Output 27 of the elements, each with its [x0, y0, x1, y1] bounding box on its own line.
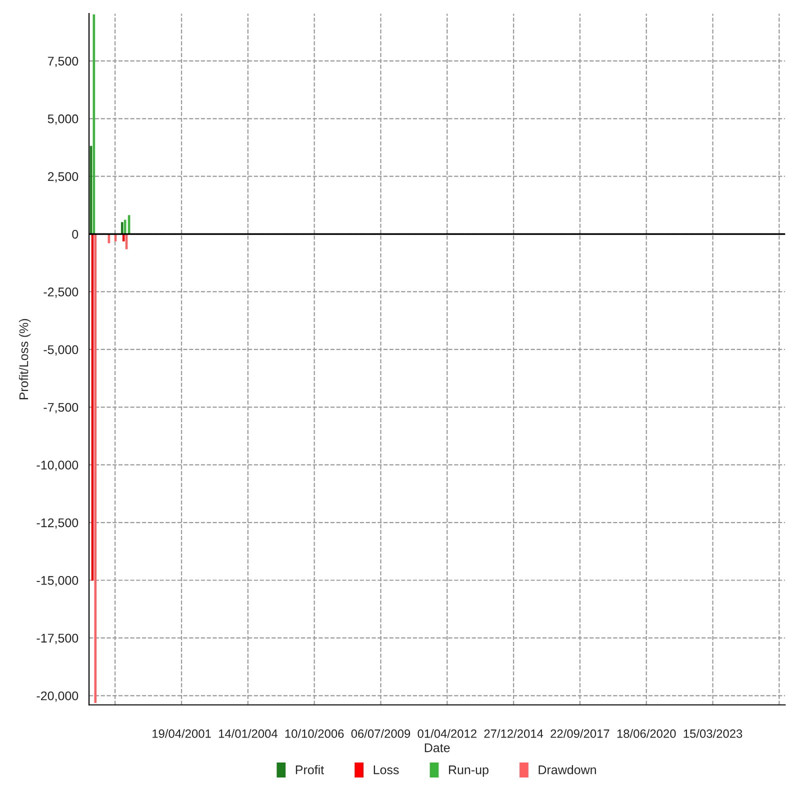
y-tick-label: -15,000: [36, 576, 78, 586]
legend-label: Loss: [374, 766, 399, 774]
y-tick-label: -5,000: [44, 345, 78, 356]
x-tick-label: 27/12/2014: [484, 729, 544, 738]
y-tick-label: 7,500: [48, 56, 78, 68]
legend-label: Profit: [296, 765, 324, 774]
legend-label: Drawdown: [538, 765, 596, 774]
x-tick-label: 15/03/2023: [684, 729, 742, 738]
x-tick-label: 22/09/2017: [550, 729, 610, 738]
x-tick-label: 18/06/2020: [617, 729, 676, 738]
y-tick-label: 2,500: [48, 172, 78, 182]
y-tick-label: -10,000: [36, 460, 78, 471]
y-tick-label: -7,500: [44, 402, 78, 414]
x-tick-label: 01/04/2012: [418, 729, 476, 738]
y-tick-label: 0: [72, 230, 78, 239]
y-tick-label: -12,500: [36, 518, 78, 529]
legend-label: Run-up: [449, 766, 488, 777]
y-tick-label: -20,000: [36, 691, 78, 702]
x-axis-title: Date: [424, 743, 450, 752]
x-tick-label: 19/04/2001: [152, 729, 211, 738]
y-tick-label: 5,000: [48, 114, 78, 125]
x-tick-label: 14/01/2004: [218, 729, 278, 738]
x-tick-label: 10/10/2006: [285, 729, 344, 738]
y-tick-label: -17,500: [36, 634, 78, 644]
y-axis-title: Profit/Loss (%): [19, 319, 31, 400]
y-tick-label: -2,500: [44, 288, 78, 298]
x-tick-label: 06/07/2009: [351, 729, 410, 738]
